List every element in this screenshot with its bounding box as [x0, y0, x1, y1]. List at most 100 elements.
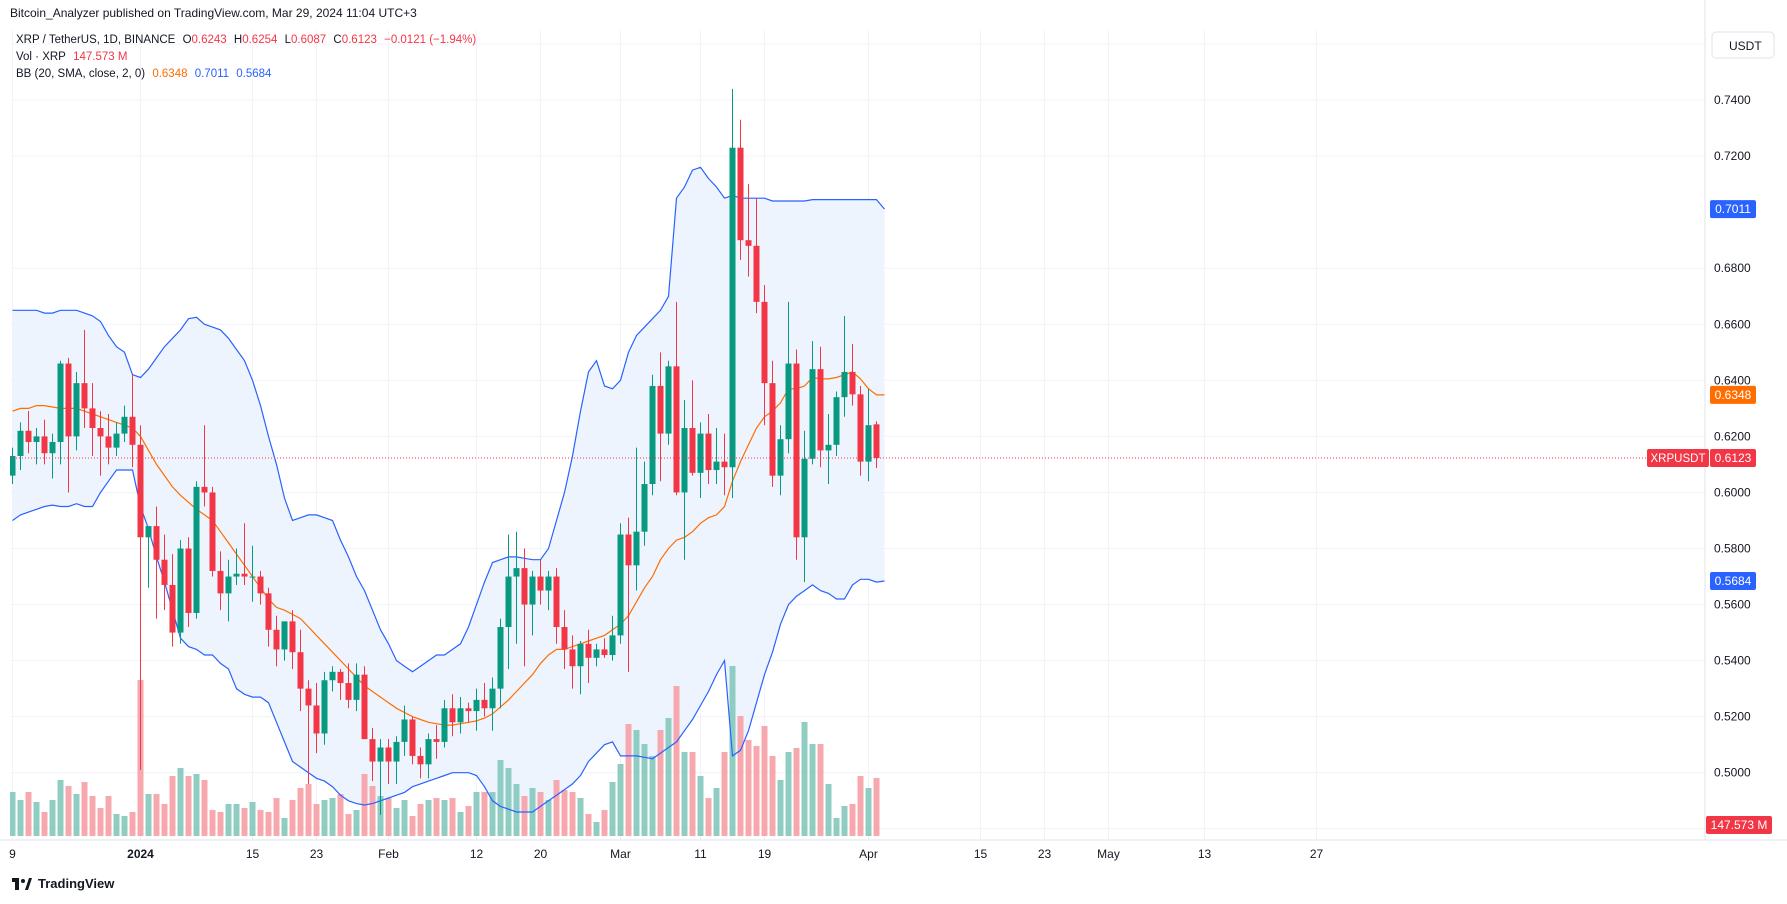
- currency-button[interactable]: USDT: [1711, 31, 1775, 59]
- close-value: 0.6123: [341, 34, 377, 46]
- volume-price-label: 147.573 M: [1706, 816, 1772, 834]
- candle-body: [705, 433, 712, 471]
- candle-body: [361, 674, 368, 740]
- candle-body: [41, 436, 48, 454]
- candle: [673, 301, 680, 496]
- brand-name: TradingView: [38, 876, 115, 891]
- volume-bar: [177, 768, 184, 836]
- candle: [137, 425, 144, 770]
- svg-text:147.573 M: 147.573 M: [1711, 818, 1768, 832]
- candle: [161, 534, 168, 611]
- candle-body: [33, 436, 40, 443]
- candle: [785, 301, 792, 454]
- candle: [505, 534, 512, 670]
- candle-body: [217, 570, 224, 594]
- candle: [737, 119, 744, 260]
- volume-bar: [169, 776, 176, 836]
- volume-bar: [825, 784, 832, 836]
- bb-legend[interactable]: BB (20, SMA, close, 2, 0) 0.6348 0.7011 …: [16, 68, 275, 80]
- price-tick-label: 0.6000: [1714, 485, 1751, 499]
- volume-bar: [761, 726, 768, 836]
- volume-bar: [801, 722, 808, 836]
- tradingview-brand[interactable]: TradingView: [12, 876, 114, 891]
- candle: [377, 739, 384, 815]
- volume-bar: [121, 816, 128, 836]
- time-axis[interactable]: 9 2024 15 23 Feb 12 20 Mar 11 19 Apr 15 23 May 13 27: [9, 847, 1323, 861]
- bb-basis-value: 0.6348: [152, 68, 188, 80]
- bb-lower-price-label: 0.5684: [1710, 572, 1756, 591]
- price-tick-label: 0.5600: [1714, 598, 1751, 612]
- candle-body: [593, 649, 600, 658]
- volume-bar: [777, 780, 784, 836]
- candle-body: [657, 385, 664, 434]
- candle: [641, 461, 648, 546]
- volume-bar: [785, 752, 792, 836]
- candle: [577, 641, 584, 695]
- candle: [209, 486, 216, 577]
- volume-bar: [129, 812, 136, 836]
- candle-body: [433, 739, 440, 742]
- candle: [817, 346, 824, 468]
- candle-body: [513, 568, 520, 577]
- candle: [609, 615, 616, 661]
- volume-bar: [249, 802, 256, 836]
- candle: [177, 540, 184, 644]
- volume-bar: [809, 744, 816, 836]
- svg-text:0.6348: 0.6348: [1715, 388, 1752, 402]
- candle-body: [553, 576, 560, 627]
- candle-body: [313, 705, 320, 734]
- tradingview-logo-icon: [12, 877, 32, 890]
- candle: [145, 526, 152, 588]
- candle-body: [321, 680, 328, 734]
- time-tick-label: 12: [470, 847, 484, 861]
- candle-body: [153, 526, 160, 560]
- candle-body: [289, 621, 296, 653]
- candle: [649, 374, 656, 496]
- candle: [633, 447, 640, 591]
- volume-label: Vol · XRP: [16, 51, 66, 63]
- change-value: −0.0121 (−1.94%): [384, 34, 477, 46]
- symbol-legend[interactable]: XRP / TetherUS, 1D, BINANCE O0.6243 H0.6…: [16, 34, 480, 46]
- volume-bar: [337, 794, 344, 836]
- candle-body: [209, 492, 216, 571]
- volume-bar: [513, 784, 520, 836]
- candle: [65, 357, 72, 493]
- volume-bar: [145, 794, 152, 836]
- candle: [473, 688, 480, 731]
- volume-bar: [65, 786, 72, 836]
- time-tick-label: 13: [1198, 847, 1212, 861]
- symbol-name[interactable]: XRP / TetherUS, 1D, BINANCE: [16, 34, 176, 46]
- candle: [513, 531, 520, 644]
- volume-legend[interactable]: Vol · XRP 147.573 M: [16, 51, 131, 63]
- candle-body: [785, 363, 792, 440]
- volume-bar: [633, 730, 640, 836]
- candle-body: [601, 649, 608, 656]
- volume-bar: [73, 794, 80, 836]
- price-tick-label: 0.7200: [1714, 149, 1751, 163]
- candle: [865, 388, 872, 482]
- candle: [305, 680, 312, 784]
- candle-body: [793, 363, 800, 538]
- candle-body: [81, 383, 88, 409]
- svg-text:0.7011: 0.7011: [1715, 202, 1751, 216]
- candle: [113, 422, 120, 457]
- volume-bar: [57, 780, 64, 836]
- volume-bar: [49, 800, 56, 836]
- candle: [385, 739, 392, 784]
- candle-body: [481, 699, 488, 709]
- volume-bar: [545, 800, 552, 836]
- candle: [369, 727, 376, 782]
- volume-bar: [473, 792, 480, 836]
- volume-bar: [265, 812, 272, 836]
- candle: [537, 559, 544, 605]
- price-tick-label: 0.5400: [1714, 654, 1751, 668]
- candle-body: [281, 621, 288, 650]
- price-axis[interactable]: 0.76000.74000.72000.68000.66000.64000.62…: [1714, 37, 1751, 836]
- candle: [465, 702, 472, 723]
- volume-bar: [449, 798, 456, 836]
- candle-body: [409, 719, 416, 756]
- candle-body: [857, 394, 864, 462]
- candle-body: [97, 427, 104, 437]
- bb-label: BB (20, SMA, close, 2, 0): [16, 68, 146, 80]
